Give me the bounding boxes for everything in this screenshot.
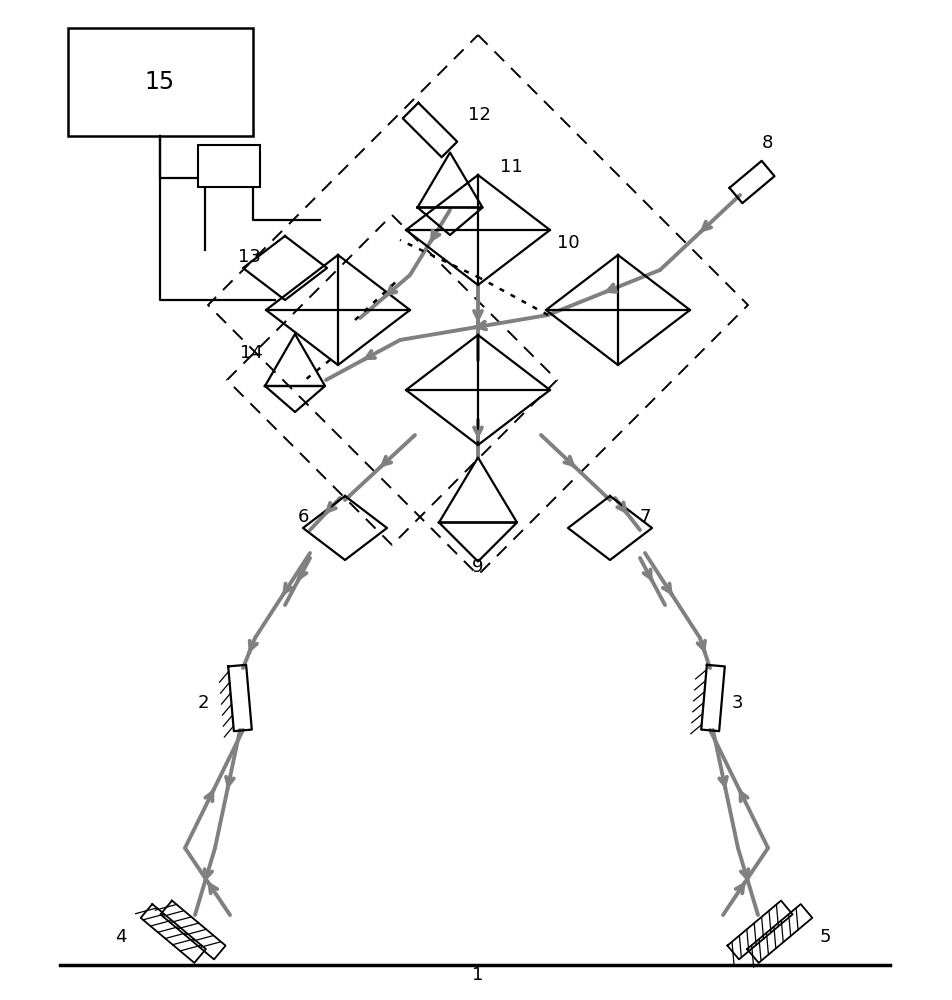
Text: 15: 15 [145,70,175,94]
Text: 10: 10 [556,234,579,252]
Bar [68,28,252,136]
Text: 11: 11 [500,158,523,176]
Text: 3: 3 [731,694,743,712]
Text: 13: 13 [238,248,261,266]
Text: 1: 1 [472,966,484,984]
Text: 12: 12 [467,106,490,124]
Text: 7: 7 [640,508,651,526]
Text: 6: 6 [298,508,309,526]
Text: 5: 5 [819,928,831,946]
Text: 2: 2 [198,694,209,712]
Text: 9: 9 [472,558,484,576]
Text: 8: 8 [762,134,773,152]
Text: 4: 4 [115,928,127,946]
Bar [198,145,260,187]
Text: 14: 14 [240,344,263,362]
